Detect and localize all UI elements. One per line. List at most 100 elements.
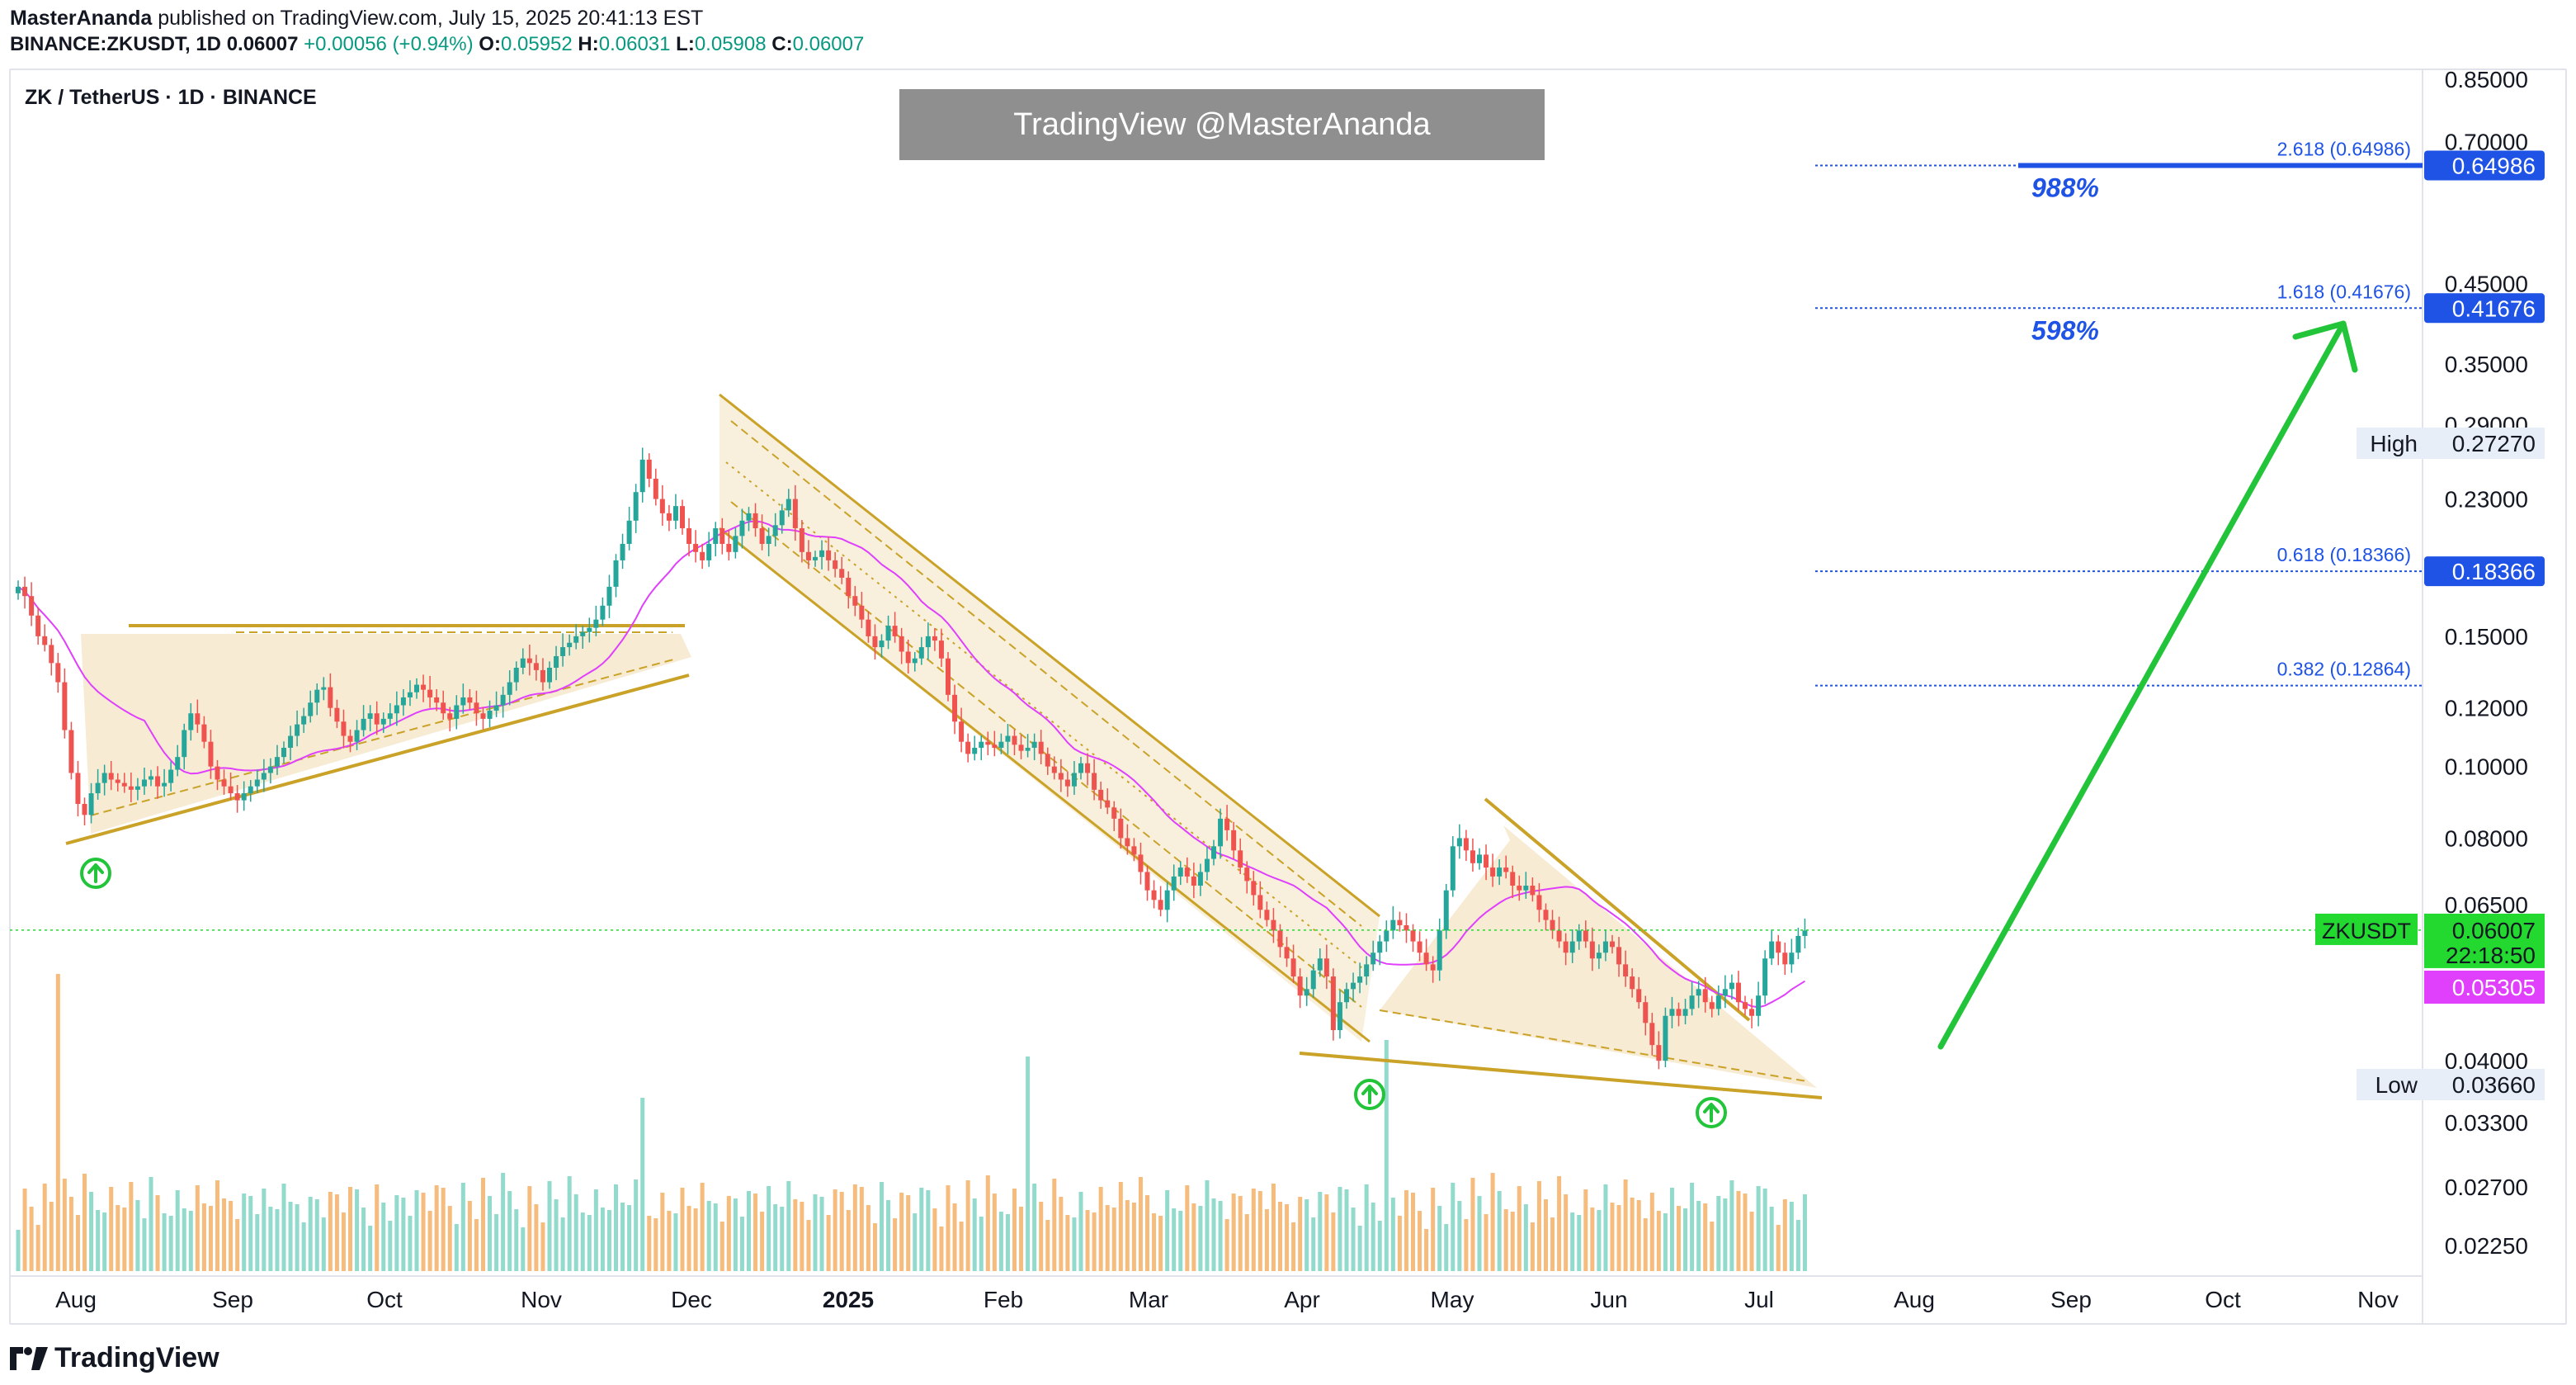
candle <box>1211 839 1216 866</box>
volume-bar <box>839 1192 844 1271</box>
volume-bar <box>872 1223 877 1271</box>
volume-bar <box>195 1185 200 1271</box>
volume-bar <box>182 1208 186 1271</box>
candle-body <box>567 642 573 648</box>
candle <box>1138 842 1144 885</box>
candle <box>1231 821 1237 859</box>
volume-bar <box>859 1187 864 1271</box>
candle-body <box>1517 886 1522 891</box>
candle <box>1364 956 1370 986</box>
fib-level-label: 0.618 (0.18366) <box>2277 544 2411 565</box>
volume-bar <box>760 1212 765 1271</box>
volume-bar <box>89 1192 94 1271</box>
candle-body <box>672 506 678 521</box>
candle-body <box>288 735 294 748</box>
volume-bar <box>454 1224 459 1271</box>
candle <box>540 658 545 691</box>
candle-body <box>1404 924 1409 931</box>
candle <box>168 761 174 792</box>
candle <box>992 730 998 757</box>
low-label: L: <box>676 33 695 55</box>
candle-body <box>1218 818 1224 847</box>
volume-bar <box>913 1213 918 1271</box>
candle-body <box>1271 919 1276 931</box>
candle-body <box>1484 854 1489 868</box>
candle <box>314 683 320 716</box>
volume-bar <box>447 1206 452 1271</box>
candle-body <box>693 543 699 552</box>
ascending-triangle-fill <box>81 634 691 834</box>
volume-bar <box>441 1188 446 1271</box>
volume-bar <box>959 1222 964 1271</box>
volume-bar <box>521 1227 526 1271</box>
high-value: 0.27270 <box>2452 431 2536 456</box>
candle <box>1371 940 1376 971</box>
candle-body <box>1071 773 1077 787</box>
candle-body <box>1649 1023 1655 1046</box>
candle <box>1257 881 1263 919</box>
volume-bar <box>906 1195 911 1271</box>
volume-bar <box>49 1202 54 1271</box>
volume-bar <box>979 1217 984 1271</box>
channel-bottom-line <box>719 527 1371 1043</box>
time-tick-label: Oct <box>2205 1287 2241 1312</box>
candle <box>115 773 120 792</box>
candle-body <box>979 741 984 748</box>
candle-body <box>261 773 267 780</box>
volume-bar <box>361 1208 366 1271</box>
author-name[interactable]: MasterAnanda <box>10 7 153 30</box>
volume-bar <box>149 1177 153 1271</box>
candle <box>1284 937 1290 967</box>
candle <box>421 674 427 702</box>
volume-bar <box>1729 1180 1734 1271</box>
volume-bar <box>634 1179 639 1271</box>
candle-body <box>1377 941 1383 953</box>
candle-body <box>1078 763 1083 773</box>
volume-bar <box>1005 1214 1010 1271</box>
candle-body <box>1125 838 1130 847</box>
volume-bar <box>1065 1215 1070 1271</box>
candle <box>786 489 791 518</box>
candle <box>759 514 765 551</box>
candle <box>952 684 958 735</box>
volume-bar <box>1131 1203 1136 1271</box>
candle-body <box>965 741 971 754</box>
candle-body <box>454 705 460 719</box>
volume-bar <box>1649 1193 1654 1271</box>
candle <box>1351 972 1356 1002</box>
candle <box>1550 910 1555 939</box>
candle <box>1563 933 1569 966</box>
candle-body <box>1795 935 1801 953</box>
candle <box>826 537 832 571</box>
footer-brand[interactable]: TradingView <box>10 1342 219 1374</box>
candle-body <box>1131 846 1137 855</box>
candle-body <box>474 702 479 714</box>
candle <box>1158 886 1163 917</box>
candle <box>1623 950 1629 987</box>
candle <box>1310 963 1316 998</box>
candle-body <box>208 741 214 767</box>
volume-bar <box>952 1203 957 1271</box>
volume-bar <box>580 1212 585 1271</box>
candle <box>108 760 114 791</box>
candle <box>1530 877 1536 902</box>
candle-body <box>1351 982 1356 990</box>
candle <box>533 655 539 681</box>
candle-body <box>1576 930 1582 942</box>
volume-bar <box>408 1216 413 1271</box>
volume-bar <box>1364 1184 1369 1271</box>
candle-body <box>892 626 898 636</box>
candle-body <box>1423 952 1429 965</box>
channel-inner-top <box>730 420 1362 927</box>
candle <box>646 453 652 488</box>
volume-bar <box>1716 1196 1721 1271</box>
candle-body <box>281 747 286 758</box>
volume-bar <box>1643 1218 1648 1271</box>
volume-bar <box>1324 1194 1329 1271</box>
volume-bar <box>1536 1181 1541 1271</box>
candle <box>1125 824 1130 855</box>
candle-body <box>805 551 811 560</box>
candle-body <box>713 527 719 544</box>
candle <box>1197 863 1203 896</box>
